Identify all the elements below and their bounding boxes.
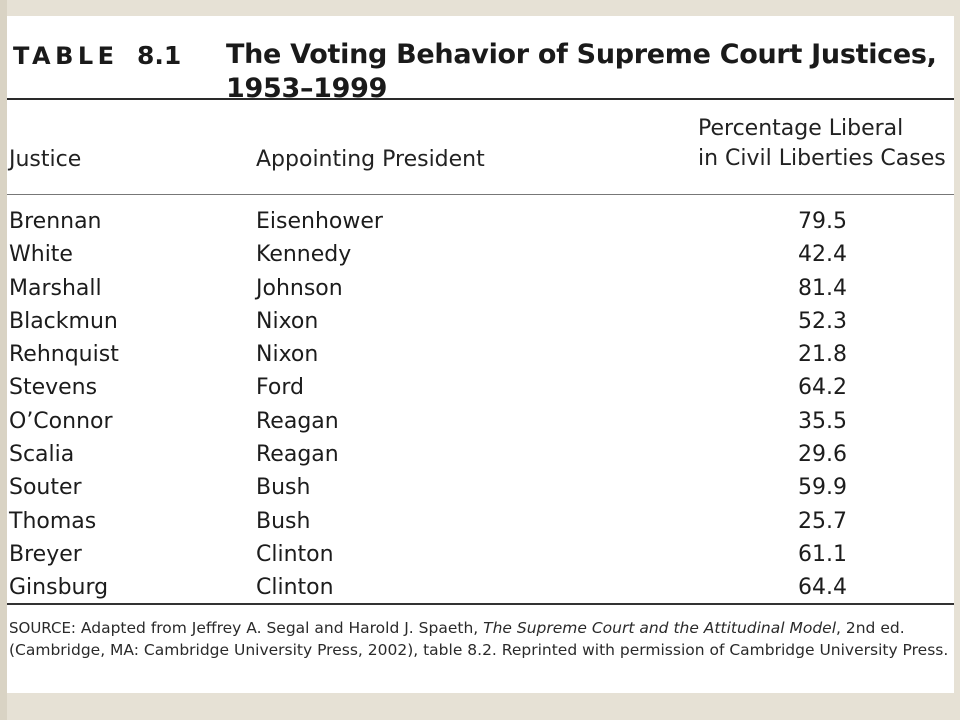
table-body: Brennan Eisenhower 79.5 White Kennedy 42.4 Mar… <box>7 205 954 605</box>
president-cell: Eisenhower <box>256 209 383 234</box>
source-book-title: The Supreme Court and the Attitudinal Mo… <box>483 619 837 637</box>
justice-cell: Scalia <box>9 442 75 468</box>
top-rule <box>7 98 954 100</box>
table-sheet: TABLE 8.1 The Voting Behavior of Supreme… <box>7 16 954 693</box>
column-header-percentage: Percentage Liberal in Civil Liberties Ca… <box>698 114 946 174</box>
percentage-cell: 64.4 <box>798 575 847 601</box>
justice-cell: Rehnquist <box>9 342 119 368</box>
column-header-percentage-line-2: in Civil Liberties Cases <box>698 146 946 171</box>
president-cell: Johnson <box>256 275 343 301</box>
table-row: Blackmun Nixon 52.3 <box>7 305 954 338</box>
justice-cell: Souter <box>9 475 82 501</box>
source-note: SOURCE: Adapted from Jeffrey A. Segal an… <box>9 617 949 661</box>
justice-cell: Thomas <box>9 508 97 534</box>
column-header-justice: Justice <box>9 147 82 172</box>
table-row: Scalia Reagan 29.6 <box>7 438 954 471</box>
bottom-rule <box>7 603 954 605</box>
percentage-cell: 25.7 <box>798 508 847 534</box>
table-row: Ginsburg Clinton 64.4 <box>7 571 954 604</box>
table-label: TABLE <box>13 42 119 70</box>
justice-cell: Marshall <box>9 275 102 301</box>
percentage-cell: 21.8 <box>798 342 847 368</box>
justice-cell: Brennan <box>9 209 102 234</box>
president-cell: Nixon <box>256 308 319 334</box>
percentage-cell: 52.3 <box>798 308 847 334</box>
president-cell: Bush <box>256 475 311 501</box>
column-header-percentage-line-1: Percentage Liberal <box>698 116 904 141</box>
left-margin-strip <box>0 0 7 720</box>
table-row: Brennan Eisenhower 79.5 <box>7 205 954 238</box>
table-title-line-1: The Voting Behavior of Supreme Court Jus… <box>226 39 937 70</box>
percentage-cell: 61.1 <box>798 541 847 567</box>
justice-cell: Breyer <box>9 541 82 567</box>
table-title: The Voting Behavior of Supreme Court Jus… <box>226 38 937 106</box>
table-row: Stevens Ford 64.2 <box>7 371 954 404</box>
table-number: 8.1 <box>137 41 182 70</box>
percentage-cell: 79.5 <box>798 209 847 234</box>
source-text-a: Adapted from Jeffrey A. Segal and Harold… <box>76 619 484 637</box>
justice-cell: Ginsburg <box>9 575 109 601</box>
president-cell: Clinton <box>256 541 334 567</box>
percentage-cell: 81.4 <box>798 275 847 301</box>
percentage-cell: 42.4 <box>798 242 847 268</box>
table-row: Breyer Clinton 61.1 <box>7 538 954 571</box>
table-row: White Kennedy 42.4 <box>7 238 954 271</box>
column-header-president: Appointing President <box>256 147 485 172</box>
table-title-line-2: 1953–1999 <box>226 73 388 104</box>
table-row: Thomas Bush 25.7 <box>7 505 954 538</box>
percentage-cell: 64.2 <box>798 375 847 401</box>
president-cell: Kennedy <box>256 242 352 268</box>
president-cell: Reagan <box>256 442 339 468</box>
header-rule <box>7 194 954 195</box>
president-cell: Reagan <box>256 408 339 434</box>
percentage-cell: 35.5 <box>798 408 847 434</box>
percentage-cell: 29.6 <box>798 442 847 468</box>
justice-cell: Stevens <box>9 375 98 401</box>
president-cell: Ford <box>256 375 304 401</box>
source-label: SOURCE: <box>9 619 76 637</box>
justice-cell: O’Connor <box>9 408 113 434</box>
president-cell: Clinton <box>256 575 334 601</box>
justice-cell: Blackmun <box>9 308 118 334</box>
source-text-b: , 2nd ed. (Cambridge, MA: Cambridge Univ… <box>9 619 949 659</box>
president-cell: Bush <box>256 508 311 534</box>
justice-cell: White <box>9 242 73 268</box>
president-cell: Nixon <box>256 342 319 368</box>
table-row: Marshall Johnson 81.4 <box>7 272 954 305</box>
table-row: Souter Bush 59.9 <box>7 471 954 504</box>
table-row: Rehnquist Nixon 21.8 <box>7 338 954 371</box>
table-row: O’Connor Reagan 35.5 <box>7 405 954 438</box>
percentage-cell: 59.9 <box>798 475 847 501</box>
